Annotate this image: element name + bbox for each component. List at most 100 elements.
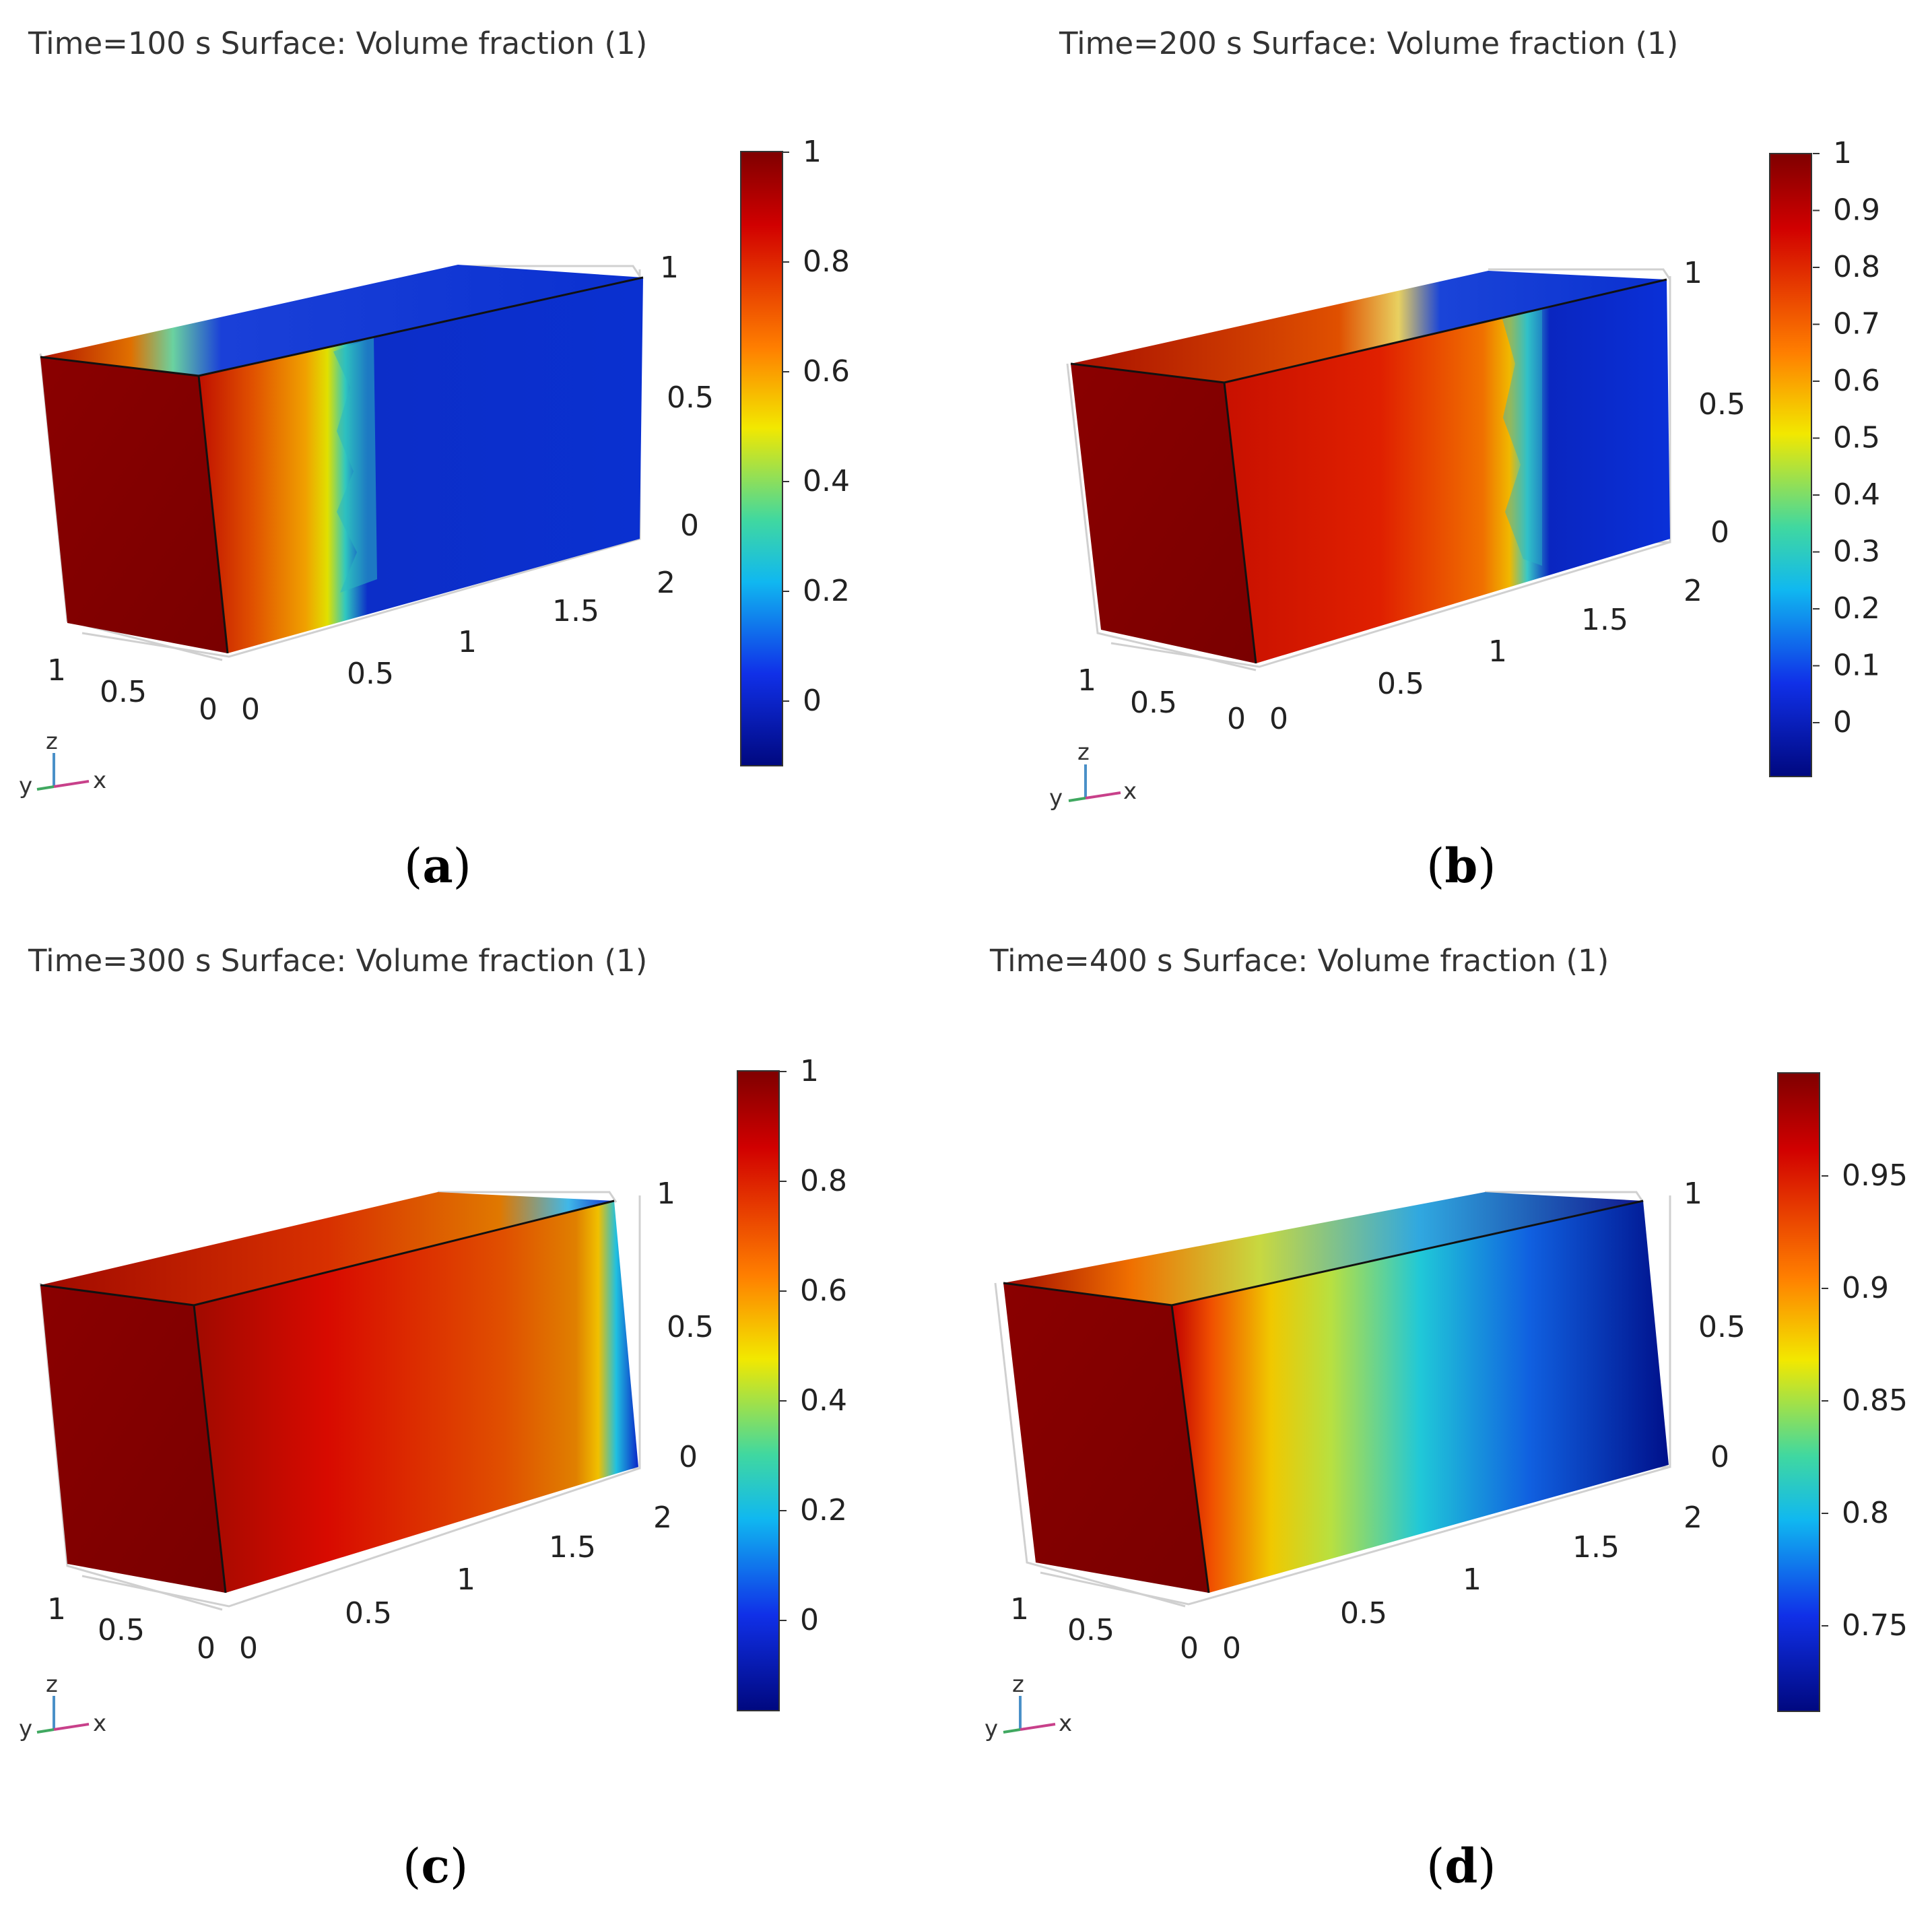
x-tick-3: 1: [458, 625, 477, 659]
panel-d: Time=400 s Surface: Volume fraction (1) …: [985, 943, 1908, 1894]
triad-y-axis: [36, 1728, 55, 1734]
colorbar: [737, 1070, 780, 1711]
y-tick-3: 0: [1227, 702, 1246, 736]
axis-triad: z y x: [985, 1671, 1072, 1742]
colorbar-tick-label: 0: [803, 684, 822, 718]
axis-triad: z y x: [1049, 739, 1137, 812]
x-tick-3: 1: [457, 1563, 475, 1597]
triad-z-label: z: [1012, 1671, 1024, 1698]
x-tick-2: 0.5: [345, 1596, 392, 1631]
x-tick-5: 2: [653, 1501, 672, 1535]
colorbar-tick-label: 0: [800, 1603, 819, 1637]
box-end-face: [40, 1285, 226, 1593]
box-side-face: [1224, 280, 1670, 663]
colorbar-tick-label: 1: [1833, 136, 1852, 170]
x-tick-3: 1: [1463, 1563, 1481, 1597]
y-tick-1: 1: [47, 1592, 66, 1626]
colorbar-tick-label: 0.8: [1842, 1496, 1889, 1530]
box-top-face: [40, 265, 643, 376]
x-tick-5: 2: [657, 566, 675, 600]
z-tick-1: 1: [1684, 256, 1702, 290]
box-top-face: [1003, 1192, 1643, 1305]
panel-caption: (c): [403, 1838, 468, 1894]
colorbar-tick-label: 0.4: [800, 1383, 847, 1418]
x-tick-2: 0.5: [347, 657, 394, 691]
z-tick-2: 0.5: [667, 381, 714, 415]
colorbar-tick-label: 0.2: [1833, 591, 1880, 626]
y-tick-3: 0: [199, 692, 218, 727]
caption-letter: a: [422, 838, 453, 894]
x-tick-1: 0: [241, 692, 260, 727]
z-tick-3: 0: [1710, 1440, 1729, 1474]
x-tick-1: 0: [1222, 1631, 1241, 1666]
caption-letter: d: [1444, 1838, 1477, 1894]
colorbar-ticks: 1 0.9 0.8 0.7 0.6 0.5 0.4 0.3 0.2 0.1 0: [1813, 136, 1880, 740]
triad-x-label: x: [93, 767, 106, 794]
y-tick-2: 0.5: [1130, 686, 1177, 720]
x-tick-1: 0: [1269, 702, 1288, 736]
panel-title: Time=200 s Surface: Volume fraction (1): [1059, 26, 1678, 61]
caption-letter: b: [1444, 838, 1477, 894]
x-tick-4: 1.5: [552, 594, 599, 628]
z-tick-2: 0.5: [1698, 1310, 1745, 1344]
x-tick-1: 0: [239, 1631, 258, 1666]
colorbar-tick-label: 0: [1833, 705, 1852, 740]
axis-triad: z y x: [19, 728, 106, 799]
x-tick-3: 1: [1488, 634, 1507, 669]
y-tick-1: 1: [1077, 663, 1096, 698]
triad-y-axis: [36, 785, 55, 791]
triad-y-label: y: [19, 773, 32, 799]
panel-title: Time=300 s Surface: Volume fraction (1): [28, 943, 647, 979]
panel-b: Time=200 s Surface: Volume fraction (1) …: [1049, 26, 1880, 894]
colorbar-tick-label: 0.9: [1842, 1271, 1889, 1305]
panel-c: Time=300 s Surface: Volume fraction (1) …: [19, 943, 847, 1894]
triad-z-label: z: [46, 728, 58, 755]
colorbar-tick-label: 0.3: [1833, 535, 1880, 569]
z-tick-2: 0.5: [667, 1310, 714, 1344]
box-edge-top: [1224, 278, 1667, 384]
box-side-face: [199, 277, 643, 653]
box-end-face: [1071, 364, 1256, 663]
triad-z-label: z: [46, 1671, 58, 1698]
colorbar-tick-label: 1: [800, 1054, 819, 1088]
box-edge-top: [193, 1200, 615, 1307]
z-tick-3: 0: [1710, 515, 1729, 550]
colorbar-ticks: 1 0.8 0.6 0.4 0.2 0: [782, 135, 850, 718]
grid-floor-front: [1110, 541, 1671, 668]
colorbar: [1777, 1072, 1820, 1712]
grid-top-back: [1488, 268, 1671, 280]
grid-top-back: [1485, 1191, 1644, 1203]
panel-caption: (a): [404, 838, 471, 894]
y-tick-1: 1: [1010, 1592, 1029, 1626]
panel-caption: (b): [1426, 838, 1496, 894]
colorbar-tick-label: 0.75: [1842, 1608, 1908, 1643]
colorbar-tick-label: 0.8: [803, 244, 850, 279]
box-edge-top: [1171, 1200, 1644, 1307]
colorbar-tick-label: 0.9: [1833, 193, 1880, 228]
colorbar-tick-label: 0.6: [800, 1274, 847, 1308]
x-tick-4: 1.5: [1572, 1530, 1620, 1565]
colorbar-tick-label: 0.6: [1833, 364, 1880, 398]
box-edge-top: [198, 276, 644, 377]
colorbar-ticks: 0.95 0.9 0.85 0.8 0.75: [1822, 1158, 1908, 1643]
triad-x-axis: [1085, 791, 1121, 799]
box-end-face: [1003, 1283, 1209, 1593]
triad-x-axis: [53, 1723, 90, 1731]
box-side-face: [194, 1201, 638, 1593]
box-end-face: [40, 357, 228, 653]
colorbar-tick-label: 0.95: [1842, 1158, 1908, 1193]
x-tick-5: 2: [1684, 574, 1702, 608]
y-tick-2: 0.5: [98, 1613, 145, 1647]
triad-y-axis: [1068, 797, 1086, 802]
axis-triad: z y x: [19, 1671, 106, 1742]
phase-front: [1502, 310, 1542, 566]
triad-x-label: x: [1123, 778, 1137, 805]
colorbar-tick-label: 1: [803, 135, 822, 169]
colorbar-tick-label: 0.6: [803, 354, 850, 389]
colorbar: [1769, 153, 1812, 777]
colorbar-tick-label: 0.8: [1833, 250, 1880, 284]
colorbar-tick-label: 0.7: [1833, 307, 1880, 341]
z-tick-1: 1: [657, 1177, 675, 1211]
panel-title: Time=100 s Surface: Volume fraction (1): [28, 26, 647, 61]
